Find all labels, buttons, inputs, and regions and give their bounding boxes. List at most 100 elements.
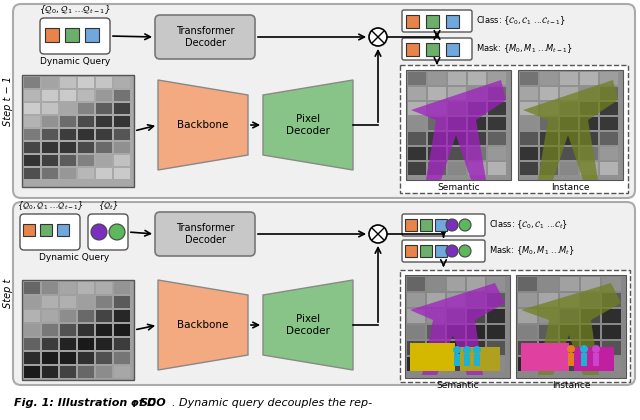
- Circle shape: [592, 345, 600, 353]
- Bar: [428, 162, 446, 175]
- FancyBboxPatch shape: [13, 4, 635, 198]
- Bar: [468, 147, 486, 160]
- Bar: [114, 90, 130, 101]
- Bar: [560, 325, 579, 339]
- Bar: [24, 129, 40, 140]
- Text: {$\mathcal{Q}_t$}: {$\mathcal{Q}_t$}: [98, 199, 118, 212]
- Bar: [78, 296, 94, 308]
- Bar: [540, 117, 558, 130]
- Text: Semantic: Semantic: [437, 183, 480, 192]
- Bar: [600, 102, 618, 115]
- Bar: [407, 277, 425, 291]
- Bar: [520, 162, 538, 175]
- Bar: [24, 352, 40, 364]
- Bar: [114, 324, 130, 336]
- Bar: [448, 147, 466, 160]
- Bar: [114, 142, 130, 153]
- Bar: [540, 72, 558, 85]
- Bar: [427, 341, 445, 355]
- Bar: [427, 309, 445, 323]
- Bar: [428, 87, 446, 100]
- Bar: [435, 245, 447, 257]
- Bar: [24, 155, 40, 166]
- Bar: [435, 219, 447, 231]
- Bar: [520, 87, 538, 100]
- Bar: [114, 296, 130, 308]
- Bar: [448, 162, 466, 175]
- Bar: [78, 338, 94, 350]
- Circle shape: [459, 219, 471, 231]
- Bar: [474, 354, 480, 366]
- FancyBboxPatch shape: [88, 214, 128, 250]
- FancyBboxPatch shape: [40, 18, 110, 54]
- Text: {$\mathcal{Q}_0, \mathcal{Q}_1$ ...$\mathcal{Q}_{t-1}$}: {$\mathcal{Q}_0, \mathcal{Q}_1$ ...$\mat…: [39, 3, 111, 16]
- Bar: [407, 293, 425, 307]
- Bar: [428, 117, 446, 130]
- Bar: [581, 353, 587, 366]
- Bar: [464, 354, 470, 366]
- Bar: [42, 168, 58, 179]
- Text: Fig. 1: Illustration of C: Fig. 1: Illustration of C: [14, 398, 156, 408]
- Bar: [560, 102, 578, 115]
- Bar: [427, 293, 445, 307]
- Circle shape: [463, 346, 471, 354]
- Bar: [488, 132, 506, 145]
- Bar: [96, 324, 112, 336]
- FancyBboxPatch shape: [155, 15, 255, 59]
- Bar: [428, 72, 446, 85]
- Bar: [114, 338, 130, 350]
- Text: {$\mathcal{Q}_0, \mathcal{Q}_1$ ...$\mathcal{Q}_{t-1}$}: {$\mathcal{Q}_0, \mathcal{Q}_1$ ...$\mat…: [17, 199, 83, 212]
- Bar: [580, 72, 598, 85]
- Bar: [42, 366, 58, 378]
- Bar: [40, 224, 52, 236]
- Bar: [60, 338, 76, 350]
- Bar: [568, 353, 574, 366]
- Bar: [96, 366, 112, 378]
- Bar: [42, 352, 58, 364]
- Bar: [540, 87, 558, 100]
- Bar: [600, 117, 618, 130]
- Bar: [488, 162, 506, 175]
- FancyBboxPatch shape: [402, 10, 472, 32]
- Bar: [96, 168, 112, 179]
- Bar: [42, 142, 58, 153]
- Bar: [85, 28, 99, 42]
- Bar: [24, 310, 40, 322]
- Bar: [114, 282, 130, 294]
- Bar: [468, 162, 486, 175]
- Bar: [96, 352, 112, 364]
- Bar: [407, 325, 425, 339]
- Bar: [22, 280, 134, 380]
- Bar: [24, 116, 40, 127]
- Bar: [448, 117, 466, 130]
- Bar: [407, 309, 425, 323]
- Bar: [540, 147, 558, 160]
- Bar: [78, 155, 94, 166]
- Bar: [593, 353, 599, 366]
- Bar: [518, 357, 537, 371]
- Circle shape: [473, 346, 481, 354]
- Bar: [600, 147, 618, 160]
- Bar: [580, 87, 598, 100]
- Bar: [60, 310, 76, 322]
- Bar: [42, 338, 58, 350]
- Bar: [516, 275, 626, 378]
- Bar: [521, 343, 569, 371]
- Bar: [560, 277, 579, 291]
- Bar: [42, 310, 58, 322]
- Bar: [114, 168, 130, 179]
- Bar: [447, 293, 465, 307]
- Circle shape: [369, 28, 387, 46]
- Bar: [426, 15, 439, 28]
- Bar: [580, 147, 598, 160]
- Bar: [602, 309, 621, 323]
- Bar: [23, 224, 35, 236]
- Bar: [581, 325, 600, 339]
- Bar: [78, 116, 94, 127]
- Bar: [468, 87, 486, 100]
- Bar: [427, 277, 445, 291]
- Bar: [581, 357, 600, 371]
- Text: Class: {$\mathcal{C}_0, \mathcal{C}_1$ ...$\mathcal{C}_t$}: Class: {$\mathcal{C}_0, \mathcal{C}_1$ .…: [489, 219, 568, 231]
- Text: Class: {$\mathcal{C}_0, \mathcal{C}_1$ ...$\mathcal{C}_{t-1}$}: Class: {$\mathcal{C}_0, \mathcal{C}_1$ .…: [476, 15, 566, 27]
- Bar: [60, 103, 76, 114]
